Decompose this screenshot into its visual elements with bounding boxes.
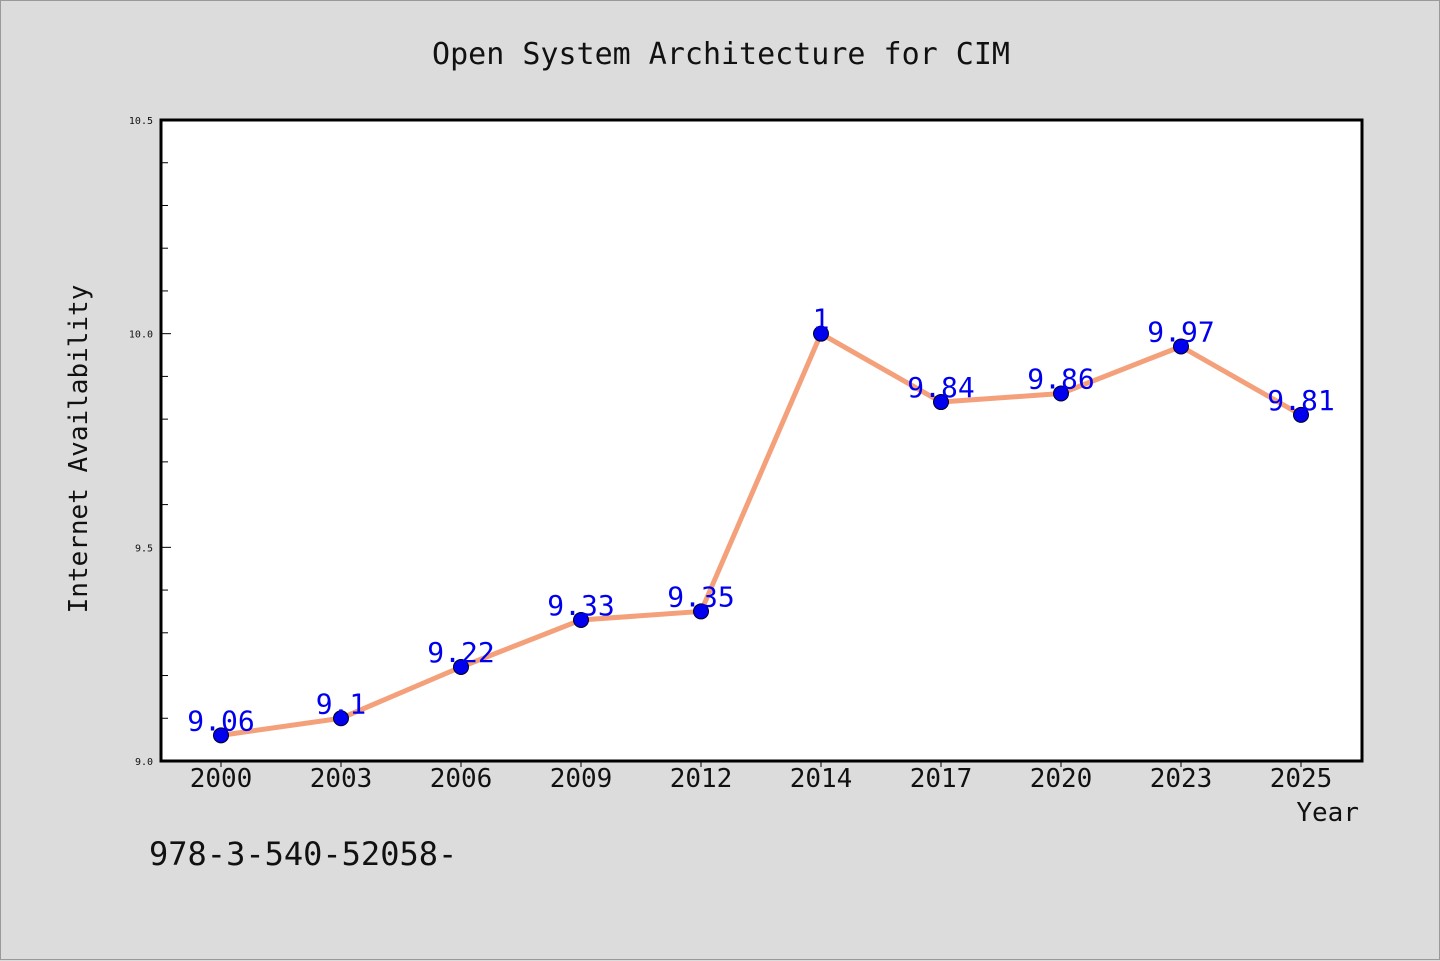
x-tick-label: 2003	[310, 764, 373, 794]
data-label: 9.06	[187, 704, 254, 737]
series-layer: 9.06 9.1 9.22 9.33 9.35 1 9.84 9.86 9.97 9.81	[187, 303, 1335, 744]
data-label: 9.84	[907, 371, 974, 404]
x-tick-label: 2025	[1270, 764, 1333, 794]
y-axis-ticks: 9.0 9.5 10.0 10.5	[129, 116, 171, 768]
x-tick-label: 2012	[670, 764, 733, 794]
data-label: 9.97	[1147, 315, 1214, 348]
data-label: 1	[813, 303, 830, 336]
data-point	[693, 603, 709, 620]
y-tick-label: 9.5	[135, 543, 153, 554]
x-tick-label: 2017	[910, 764, 973, 794]
data-point	[933, 394, 949, 411]
chart-title: Open System Architecture for CIM	[432, 37, 1010, 72]
y-tick-label: 9.0	[135, 757, 153, 768]
data-label: 9.81	[1267, 384, 1334, 417]
data-label: 9.35	[667, 580, 734, 613]
x-axis-ticks: 2000 2003 2006 2009 2012 2014 2017 2020 2023 2025	[190, 761, 1333, 794]
x-tick-label: 2020	[1030, 764, 1093, 794]
x-tick-label: 2009	[550, 764, 613, 794]
data-label: 9.22	[427, 636, 494, 669]
data-label: 9.1	[316, 687, 367, 720]
data-point	[573, 611, 589, 628]
y-tick-label: 10.0	[129, 330, 153, 341]
y-axis-label: Internet Availability	[64, 285, 94, 614]
footer-isbn-text: 978-3-540-52058-	[149, 835, 457, 873]
data-point	[213, 727, 229, 744]
data-point	[1293, 406, 1309, 423]
x-tick-label: 2023	[1150, 764, 1213, 794]
x-axis-label: Year	[1296, 798, 1359, 828]
data-point	[1053, 385, 1069, 402]
data-point	[813, 325, 829, 342]
x-tick-label: 2014	[790, 764, 853, 794]
data-label: 9.33	[547, 589, 614, 622]
plot-area	[159, 118, 1364, 763]
data-label: 9.86	[1027, 362, 1094, 395]
data-point	[333, 710, 349, 727]
data-point	[1173, 338, 1189, 355]
x-tick-label: 2000	[190, 764, 253, 794]
y-tick-label: 10.5	[129, 116, 153, 127]
x-tick-label: 2006	[430, 764, 493, 794]
series-line	[218, 331, 1304, 738]
data-point	[453, 658, 469, 675]
